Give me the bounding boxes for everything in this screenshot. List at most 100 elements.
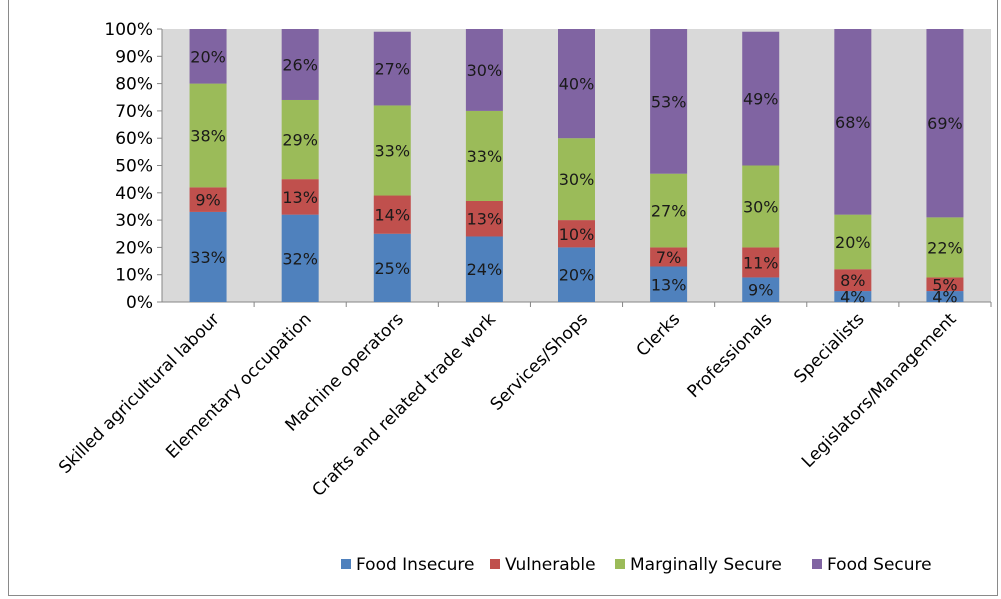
y-tick-label: 30% xyxy=(115,211,153,231)
y-tick-label: 100% xyxy=(104,20,153,40)
chart-frame: 0% 10% 20% 30% 40% 50% 60% 70% 80% 90% 100% 33% 9% 3… xyxy=(8,0,998,596)
data-label: 9% xyxy=(748,281,773,300)
bar-segment xyxy=(742,277,780,302)
data-label: 69% xyxy=(927,114,963,133)
data-label: 26% xyxy=(282,55,318,74)
category-label: Crafts and related trade work xyxy=(309,309,501,501)
data-label: 13% xyxy=(282,188,318,207)
bar-segment xyxy=(650,266,688,302)
y-tick-label: 20% xyxy=(115,238,153,258)
data-label: 30% xyxy=(467,61,503,80)
data-label: 25% xyxy=(374,259,410,278)
legend-swatch xyxy=(615,559,625,569)
bar-segment xyxy=(281,29,319,100)
y-tick-label: 60% xyxy=(115,129,153,149)
y-tick-label: 70% xyxy=(115,102,153,122)
data-label: 20% xyxy=(190,47,226,66)
bar-segment xyxy=(281,179,319,215)
bar-segment xyxy=(558,29,595,139)
stacked-bar-chart: 0% 10% 20% 30% 40% 50% 60% 70% 80% 90% 100% 33% 9% 3… xyxy=(55,20,992,575)
bar-segment xyxy=(465,29,503,111)
bar-segment xyxy=(558,138,595,221)
category-label: Professionals xyxy=(684,309,777,402)
data-label: 53% xyxy=(651,92,687,111)
data-label: 10% xyxy=(559,225,595,244)
bar-segment xyxy=(650,173,688,248)
legend-label: Vulnerable xyxy=(505,555,596,575)
bar-segment xyxy=(373,31,411,106)
data-label: 33% xyxy=(467,147,503,166)
data-label: 20% xyxy=(835,233,871,252)
legend-label: Marginally Secure xyxy=(630,555,782,575)
bar-segment xyxy=(742,165,780,248)
data-label: 30% xyxy=(743,197,779,216)
bar-segment xyxy=(558,220,595,248)
bar-segment xyxy=(742,247,780,278)
bar-segment xyxy=(650,29,688,174)
category-label: Skilled agricultural labour xyxy=(55,309,224,478)
y-tick-label: 90% xyxy=(115,47,153,67)
bar-segment xyxy=(281,99,319,180)
bar-segment xyxy=(373,195,411,234)
y-tick-label: 50% xyxy=(115,157,153,177)
legend-label: Food Secure xyxy=(827,555,932,575)
data-label: 40% xyxy=(559,75,595,94)
legend-swatch xyxy=(341,559,351,569)
y-tick-label: 40% xyxy=(115,184,153,204)
category-label: Services/Shops xyxy=(487,309,592,414)
bar-segment xyxy=(558,247,595,302)
y-tick-label: 10% xyxy=(115,266,153,286)
bar-segment xyxy=(926,29,964,218)
bar-segment xyxy=(834,29,872,215)
data-label: 20% xyxy=(559,266,595,285)
data-label: 33% xyxy=(190,248,226,267)
bar-segment xyxy=(834,269,872,292)
bar-segment xyxy=(281,214,319,302)
data-label: 5% xyxy=(932,275,957,294)
y-tick-label: 80% xyxy=(115,75,153,95)
category-label: Legislators/Management xyxy=(798,309,961,472)
bar-segment xyxy=(465,200,503,237)
data-label: 24% xyxy=(467,260,503,279)
data-label: 14% xyxy=(374,206,410,225)
data-label: 4% xyxy=(840,288,865,307)
bar-segment xyxy=(926,291,964,302)
bar-segment xyxy=(834,214,872,270)
bar-segment xyxy=(373,233,411,302)
legend-label: Food Insecure xyxy=(356,555,474,575)
data-label: 68% xyxy=(835,113,871,132)
bar-segment xyxy=(189,29,227,84)
legend: Food Insecure Vulnerable Marginally Secure… xyxy=(341,555,932,575)
bar-segment xyxy=(373,105,411,196)
category-label: Clerks xyxy=(633,309,685,361)
data-label: 4% xyxy=(932,288,957,307)
bar-segment xyxy=(742,31,780,166)
data-label: 30% xyxy=(559,170,595,189)
bar-segment xyxy=(834,291,872,302)
data-label: 13% xyxy=(651,275,687,294)
data-label: 27% xyxy=(651,202,687,221)
data-label: 29% xyxy=(282,131,318,150)
data-label: 32% xyxy=(282,249,318,268)
data-label: 8% xyxy=(840,271,865,290)
data-labels: 33% 9% 38% 20% 32% 13% 29% 26% 25% 14% 33% 27% 24% 13… xyxy=(190,47,962,306)
legend-swatch xyxy=(812,559,822,569)
data-label: 33% xyxy=(374,141,410,160)
bar-segment xyxy=(465,110,503,201)
data-label: 22% xyxy=(927,238,963,257)
y-tick-label: 0% xyxy=(126,293,153,313)
bars xyxy=(189,29,964,302)
bar-segment xyxy=(189,211,227,302)
bar-segment xyxy=(926,277,964,292)
data-label: 27% xyxy=(374,60,410,79)
category-label: Specialists xyxy=(790,309,868,387)
bar-segment xyxy=(465,236,503,302)
data-label: 9% xyxy=(195,191,220,210)
data-label: 7% xyxy=(656,248,681,267)
bar-segment xyxy=(650,247,688,267)
data-label: 13% xyxy=(467,210,503,229)
y-axis: 0% 10% 20% 30% 40% 50% 60% 70% 80% 90% 100% xyxy=(104,20,162,313)
data-label: 11% xyxy=(743,253,779,272)
bar-segment xyxy=(926,217,964,278)
